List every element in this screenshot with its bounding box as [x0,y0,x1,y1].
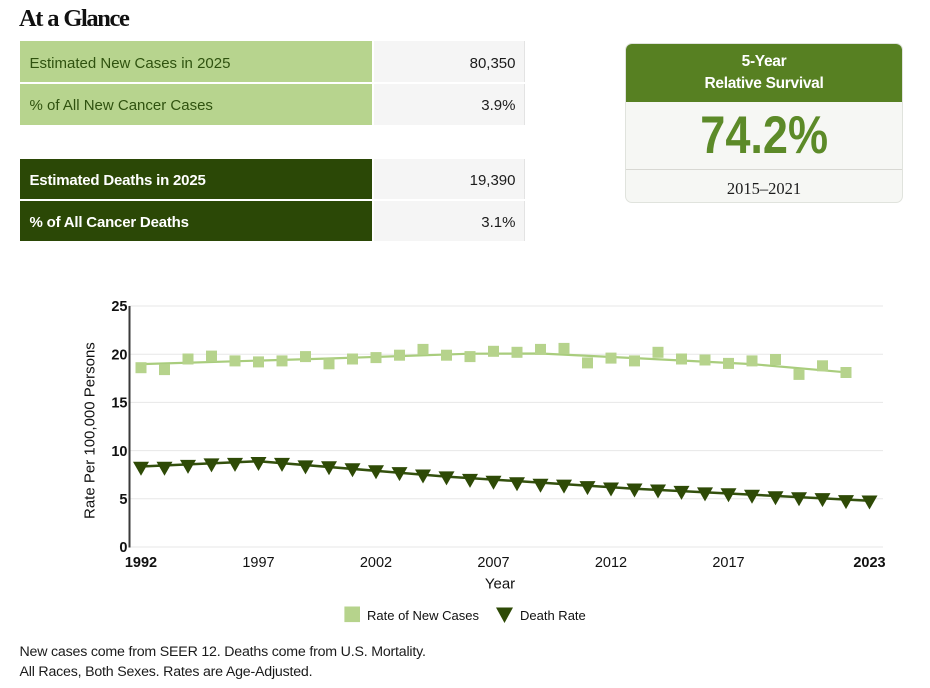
svg-text:2023: 2023 [853,555,885,571]
svg-text:2002: 2002 [360,555,392,571]
svg-text:Year: Year [485,576,515,593]
svg-text:25: 25 [111,299,127,315]
svg-text:2007: 2007 [477,555,509,571]
svg-text:2017: 2017 [712,555,744,571]
svg-text:1997: 1997 [242,555,274,571]
svg-text:Rate Per 100,000 Persons: Rate Per 100,000 Persons [82,342,99,519]
svg-text:10: 10 [111,444,127,460]
svg-text:Rate of New Cases: Rate of New Cases [367,608,479,623]
svg-text:20: 20 [111,347,127,363]
svg-text:2012: 2012 [595,555,627,571]
svg-text:15: 15 [111,396,127,412]
svg-text:5: 5 [119,492,127,508]
svg-text:0: 0 [119,540,127,556]
svg-text:Death Rate: Death Rate [520,608,586,623]
svg-text:1992: 1992 [125,555,157,571]
